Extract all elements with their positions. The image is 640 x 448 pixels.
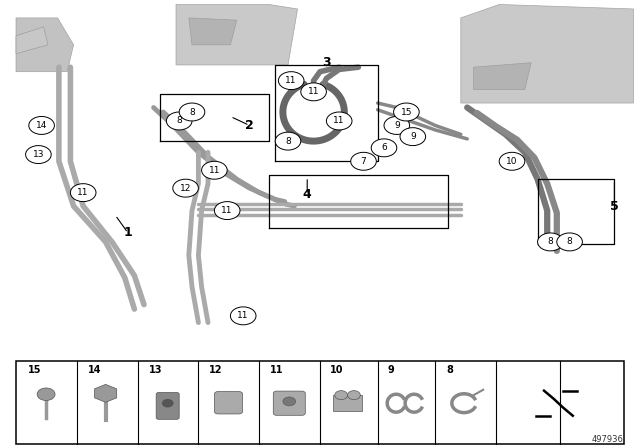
Text: 1: 1 [124, 226, 132, 240]
Circle shape [326, 112, 352, 130]
Text: 7: 7 [361, 157, 366, 166]
Circle shape [371, 139, 397, 157]
Polygon shape [189, 18, 237, 45]
Text: 3: 3 [322, 56, 331, 69]
Text: 6: 6 [381, 143, 387, 152]
Circle shape [301, 83, 326, 101]
Text: 11: 11 [285, 76, 297, 85]
Circle shape [163, 400, 173, 407]
Circle shape [384, 116, 410, 134]
Circle shape [557, 233, 582, 251]
Circle shape [179, 103, 205, 121]
Text: 10: 10 [330, 365, 343, 375]
Circle shape [214, 202, 240, 220]
Circle shape [394, 103, 419, 121]
Text: 15: 15 [401, 108, 412, 116]
Text: 4: 4 [303, 188, 312, 202]
Text: 13: 13 [148, 365, 162, 375]
Text: 13: 13 [33, 150, 44, 159]
Text: 8: 8 [446, 365, 453, 375]
FancyBboxPatch shape [214, 392, 243, 414]
Text: 11: 11 [209, 166, 220, 175]
Circle shape [351, 152, 376, 170]
Text: 8: 8 [189, 108, 195, 116]
Circle shape [278, 72, 304, 90]
Circle shape [400, 128, 426, 146]
Polygon shape [461, 4, 634, 103]
Text: 8: 8 [177, 116, 182, 125]
FancyBboxPatch shape [273, 391, 305, 415]
Circle shape [70, 184, 96, 202]
Text: 8: 8 [285, 137, 291, 146]
Circle shape [166, 112, 192, 130]
Text: 9: 9 [410, 132, 415, 141]
FancyBboxPatch shape [16, 361, 624, 444]
Text: 10: 10 [506, 157, 518, 166]
Polygon shape [176, 4, 298, 65]
Text: 8: 8 [548, 237, 553, 246]
Circle shape [275, 132, 301, 150]
Text: 11: 11 [237, 311, 249, 320]
Circle shape [283, 397, 296, 406]
Circle shape [499, 152, 525, 170]
Text: 11: 11 [333, 116, 345, 125]
Text: 2: 2 [245, 119, 254, 132]
Text: 12: 12 [209, 365, 223, 375]
Polygon shape [474, 63, 531, 90]
Polygon shape [16, 27, 48, 54]
Circle shape [230, 307, 256, 325]
Text: 9: 9 [394, 121, 399, 130]
FancyBboxPatch shape [333, 395, 362, 411]
Circle shape [348, 391, 360, 400]
Text: 14: 14 [88, 365, 101, 375]
Text: 14: 14 [36, 121, 47, 130]
Text: 12: 12 [180, 184, 191, 193]
FancyBboxPatch shape [156, 392, 179, 419]
Text: 11: 11 [221, 206, 233, 215]
Text: 5: 5 [610, 199, 619, 213]
Circle shape [335, 391, 348, 400]
Polygon shape [16, 18, 74, 72]
Circle shape [202, 161, 227, 179]
Circle shape [37, 388, 55, 401]
Text: 11: 11 [77, 188, 89, 197]
Circle shape [29, 116, 54, 134]
Circle shape [26, 146, 51, 164]
Text: 15: 15 [28, 365, 42, 375]
Text: 8: 8 [567, 237, 572, 246]
Text: 497936: 497936 [592, 435, 624, 444]
Text: 9: 9 [387, 365, 394, 375]
Text: 11: 11 [308, 87, 319, 96]
Text: 11: 11 [270, 365, 284, 375]
Circle shape [538, 233, 563, 251]
Circle shape [173, 179, 198, 197]
